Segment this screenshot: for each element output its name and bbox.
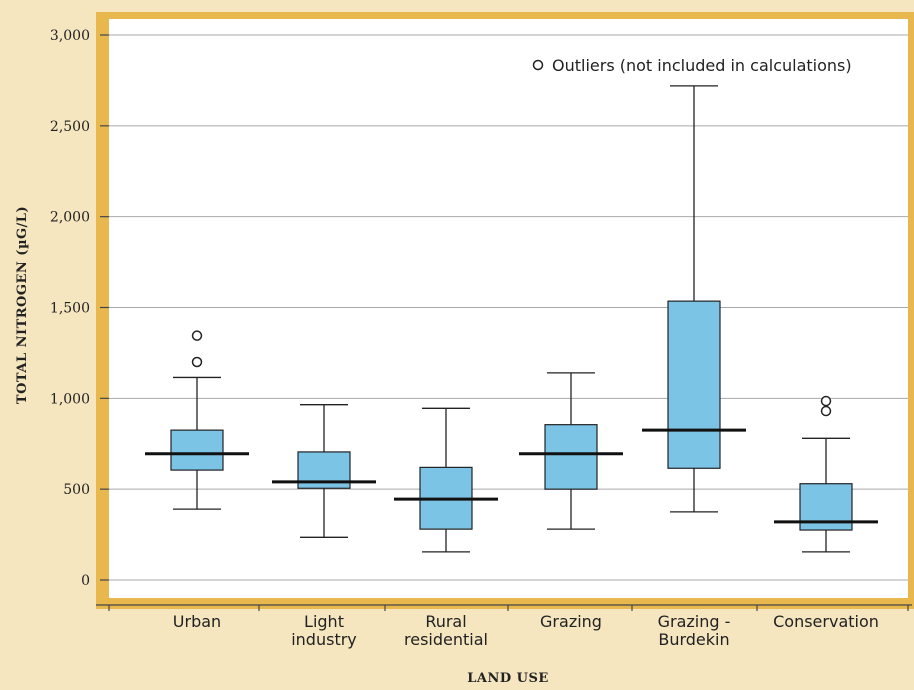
y-tick-label: 1,500 — [50, 301, 90, 317]
x-tick-label: Grazing -Burdekin — [658, 612, 731, 649]
outlier-point — [191, 356, 203, 368]
y-tick-label: 1,000 — [50, 391, 90, 407]
outlier-point — [191, 330, 203, 341]
legend-label: Outliers (not included in calculations) — [552, 56, 852, 75]
box-iqr — [544, 424, 598, 490]
y-tick-label: 0 — [81, 573, 90, 589]
x-tick-label: Conservation — [773, 612, 879, 631]
box-iqr — [667, 300, 721, 469]
x-tick-label: Light industry — [291, 612, 357, 649]
x-axis-title: LAND USE — [467, 671, 549, 686]
y-tick-label: 3,000 — [50, 28, 90, 44]
box-group — [272, 404, 376, 538]
y-tick-label: 500 — [63, 482, 90, 498]
x-tick-label: Grazing — [540, 612, 602, 631]
y-axis-title: TOTAL NITROGEN (µG/L) — [15, 206, 30, 404]
box-group — [145, 330, 249, 510]
legend-outlier-marker — [532, 59, 544, 71]
x-tick-label: Rural residential — [404, 612, 488, 649]
box-group — [394, 407, 498, 553]
y-tick-label: 2,000 — [50, 210, 90, 226]
box-group — [519, 372, 623, 530]
box-iqr — [170, 429, 224, 471]
y-tick-label: 2,500 — [50, 119, 90, 135]
box-group — [774, 395, 878, 553]
plot-area — [109, 19, 908, 598]
box-group — [642, 85, 746, 513]
x-tick-label: Urban — [173, 612, 221, 631]
outlier-point — [820, 405, 832, 417]
outlier-point — [820, 395, 832, 407]
